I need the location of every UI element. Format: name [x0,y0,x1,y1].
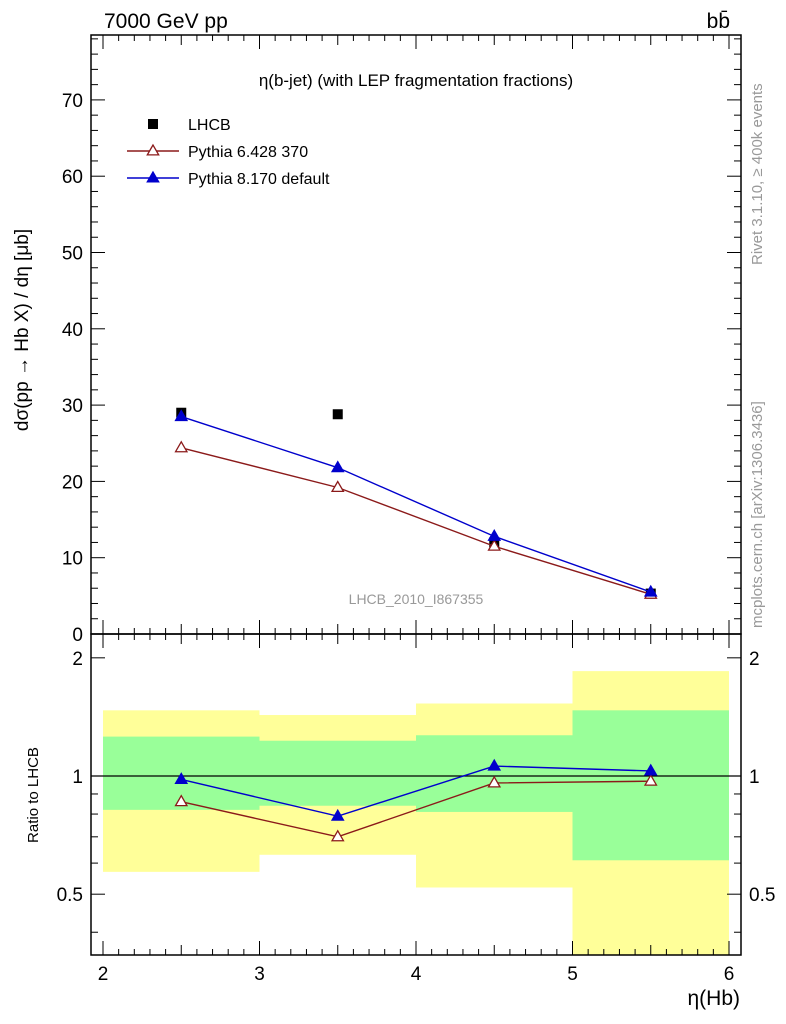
legend-label: Pythia 8.170 default [188,171,330,188]
main-y-tick-label: 20 [62,472,83,493]
plot-content [91,407,741,842]
lhcb-data-point-2 [332,409,343,420]
main-y-tick-label: 70 [62,91,83,112]
band-inner-bin-3 [416,735,573,812]
pythia8-ratio-line [181,765,651,817]
y-axis-label: dσ(pp → Hb X) / dη [μb] [12,229,33,431]
x-tick-label: 3 [254,964,265,985]
pythia6-point-1 [174,440,189,453]
pythia8-ratio-point-1 [174,772,189,785]
plot-title: η(b-jet) (with LEP fragmentation fractio… [259,71,573,90]
pythia8-line [181,415,651,593]
legend-lhcb-marker [148,119,158,129]
pythia6-line [181,447,651,595]
ratio-y-tick-label-left: 2 [72,649,83,670]
x-tick-label: 5 [567,964,578,985]
pythia6-ratio-point-4 [643,773,658,786]
analysis-label: LHCB_2010_I867355 [349,591,484,607]
pythia8-point-1 [174,409,189,422]
ratio-y-tick-label-right: 0.5 [749,885,775,906]
pythia6-ratio-point-1 [174,794,189,807]
pythia6-point-3 [487,538,502,551]
main-y-tick-label: 50 [62,244,83,265]
x-tick-label: 4 [411,964,422,985]
axes: 0 10 20 30 40 50 60 70 2 3 4 5 6 0.5 0.5 1 1 2 2 [57,35,775,985]
pythia8-point-4 [643,584,658,597]
legend-series-marker [146,143,160,156]
pythia6-ratio-point-3 [487,775,502,788]
energy-label: 7000 GeV pp [104,10,228,33]
pythia6-ratio-line [181,780,651,838]
pythia6-ratio-point-2 [330,829,345,842]
x-axis-label: η(Hb) [687,987,740,1010]
ratio-y-axis-label: Ratio to LHCB [25,747,42,843]
ratio-uncertainty-bands [103,671,729,955]
x-tick-label: 6 [724,964,735,985]
legend: LHCB Pythia 6.428 370 Pythia 8.170 default [127,117,330,188]
mcplots-label: mcplots.cern.ch [arXiv:1306.3436] [749,401,766,628]
pythia8-point-2 [330,460,345,473]
main-y-tick-label: 30 [62,396,83,417]
ratio-y-tick-label-left: 1 [72,767,83,788]
pythia8-ratio-point-4 [643,763,658,776]
ratio-y-tick-label-right: 2 [749,649,760,670]
pythia8-ratio-point-2 [330,808,345,821]
rivet-label: Rivet 3.1.10, ≥ 400k events [749,83,766,265]
process-label: bb̄ [707,10,730,33]
legend-label: Pythia 6.428 370 [188,144,308,161]
pythia8-point-3 [487,529,502,541]
pythia6-point-2 [330,480,345,493]
main-y-tick-label: 40 [62,320,83,341]
legend-series-marker [146,170,160,183]
main-y-tick-label: 0 [72,625,83,646]
band-inner-bin-2 [259,740,416,806]
x-tick-label: 2 [98,964,109,985]
pythia8-ratio-point-3 [487,758,502,771]
main-y-tick-label: 60 [62,167,83,188]
main-y-tick-label: 10 [62,549,83,570]
ratio-y-tick-label-right: 1 [749,767,760,788]
ratio-y-tick-label-left: 0.5 [57,885,83,906]
legend-label: LHCB [188,117,231,134]
